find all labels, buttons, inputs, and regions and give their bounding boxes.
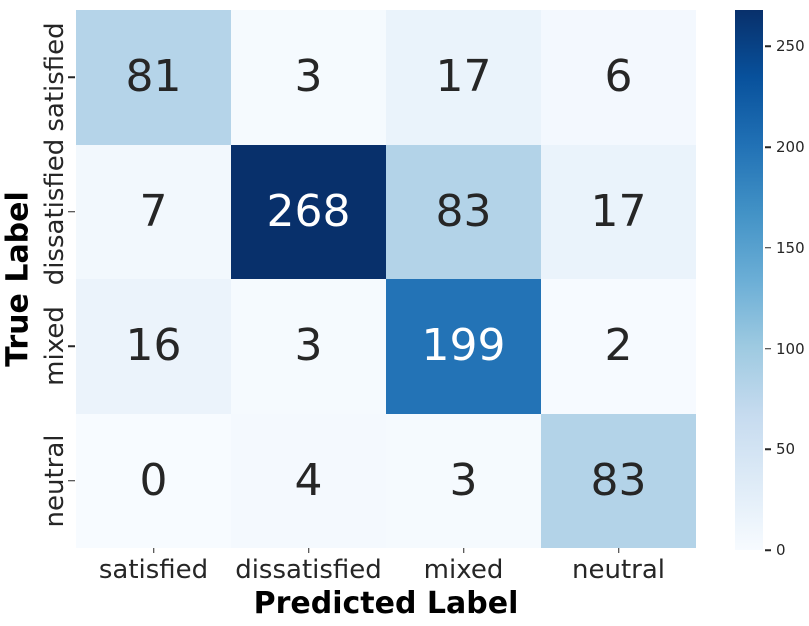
y-tick-mark-dissatisfied bbox=[68, 211, 75, 213]
colorbar-tick-label-0: 0 bbox=[776, 541, 786, 559]
colorbar-gradient bbox=[735, 10, 763, 550]
cell-dissatisfied-dissatisfied: 268 bbox=[231, 144, 386, 279]
cell-dissatisfied-mixed: 83 bbox=[386, 144, 541, 279]
colorbar-tick-mark-200 bbox=[765, 146, 771, 148]
colorbar-tick-label-150: 150 bbox=[776, 238, 805, 257]
cell-satisfied-mixed: 17 bbox=[386, 10, 541, 145]
cell-mixed-neutral: 2 bbox=[541, 279, 696, 414]
cell-mixed-mixed: 199 bbox=[386, 279, 541, 414]
x-tick-label-mixed: mixed bbox=[423, 555, 504, 585]
y-tick-label-neutral: neutral bbox=[40, 434, 70, 528]
y-axis-tick-marks bbox=[68, 10, 76, 548]
x-tick-label-satisfied: satisfied bbox=[98, 555, 209, 585]
y-tick-mark-neutral bbox=[68, 480, 75, 482]
cell-mixed-dissatisfied: 3 bbox=[231, 279, 386, 414]
cell-neutral-neutral: 83 bbox=[541, 413, 696, 548]
x-axis-tick-labels: satisfied dissatisfied mixed neutral bbox=[76, 555, 696, 585]
x-tick-mark-neutral bbox=[617, 548, 620, 553]
y-tick-label-dissatisfied: dissatisfied bbox=[40, 138, 70, 286]
cell-dissatisfied-satisfied: 7 bbox=[76, 144, 231, 279]
colorbar-tick-mark-50 bbox=[765, 448, 771, 450]
colorbar-tick-label-50: 50 bbox=[776, 440, 796, 459]
y-tick-label-mixed: mixed bbox=[40, 306, 70, 387]
colorbar-tick-labels: 0 50 100 150 200 250 bbox=[763, 10, 809, 559]
colorbar-tick-mark-250 bbox=[765, 45, 771, 48]
y-axis-tick-labels: satisfied dissatisfied mixed neutral bbox=[38, 10, 72, 548]
colorbar-tick-label-200: 200 bbox=[776, 138, 805, 156]
cell-dissatisfied-neutral: 17 bbox=[541, 144, 696, 279]
x-axis-tick-marks bbox=[76, 548, 696, 554]
colorbar-tick-label-250: 250 bbox=[776, 37, 805, 56]
y-tick-mark-mixed bbox=[68, 345, 75, 347]
cell-satisfied-dissatisfied: 3 bbox=[231, 10, 386, 145]
x-tick-label-neutral: neutral bbox=[572, 555, 665, 585]
heatmap-grid: 81 3 17 6 7 268 83 17 16 3 199 2 0 4 3 83 bbox=[76, 10, 696, 548]
cell-neutral-satisfied: 0 bbox=[76, 413, 231, 548]
colorbar-tick-mark-0 bbox=[765, 549, 771, 551]
cell-neutral-dissatisfied: 4 bbox=[231, 413, 386, 548]
x-tick-mark-satisfied bbox=[152, 548, 155, 553]
cell-satisfied-neutral: 6 bbox=[541, 10, 696, 145]
cell-satisfied-satisfied: 81 bbox=[76, 10, 231, 145]
x-tick-mark-dissatisfied bbox=[307, 548, 310, 553]
cell-neutral-mixed: 3 bbox=[386, 413, 541, 548]
colorbar-tick-mark-100 bbox=[765, 347, 771, 350]
x-tick-label-dissatisfied: dissatisfied bbox=[235, 555, 382, 585]
colorbar-tick-label-100: 100 bbox=[776, 339, 805, 358]
y-tick-label-satisfied: satisfied bbox=[40, 22, 70, 132]
colorbar-tick-mark-150 bbox=[765, 247, 771, 249]
cell-mixed-satisfied: 16 bbox=[76, 279, 231, 414]
y-axis-title: True Label bbox=[0, 191, 36, 367]
y-tick-mark-satisfied bbox=[68, 76, 75, 78]
x-axis-title: Predicted Label bbox=[253, 586, 519, 621]
x-tick-mark-mixed bbox=[462, 548, 465, 553]
